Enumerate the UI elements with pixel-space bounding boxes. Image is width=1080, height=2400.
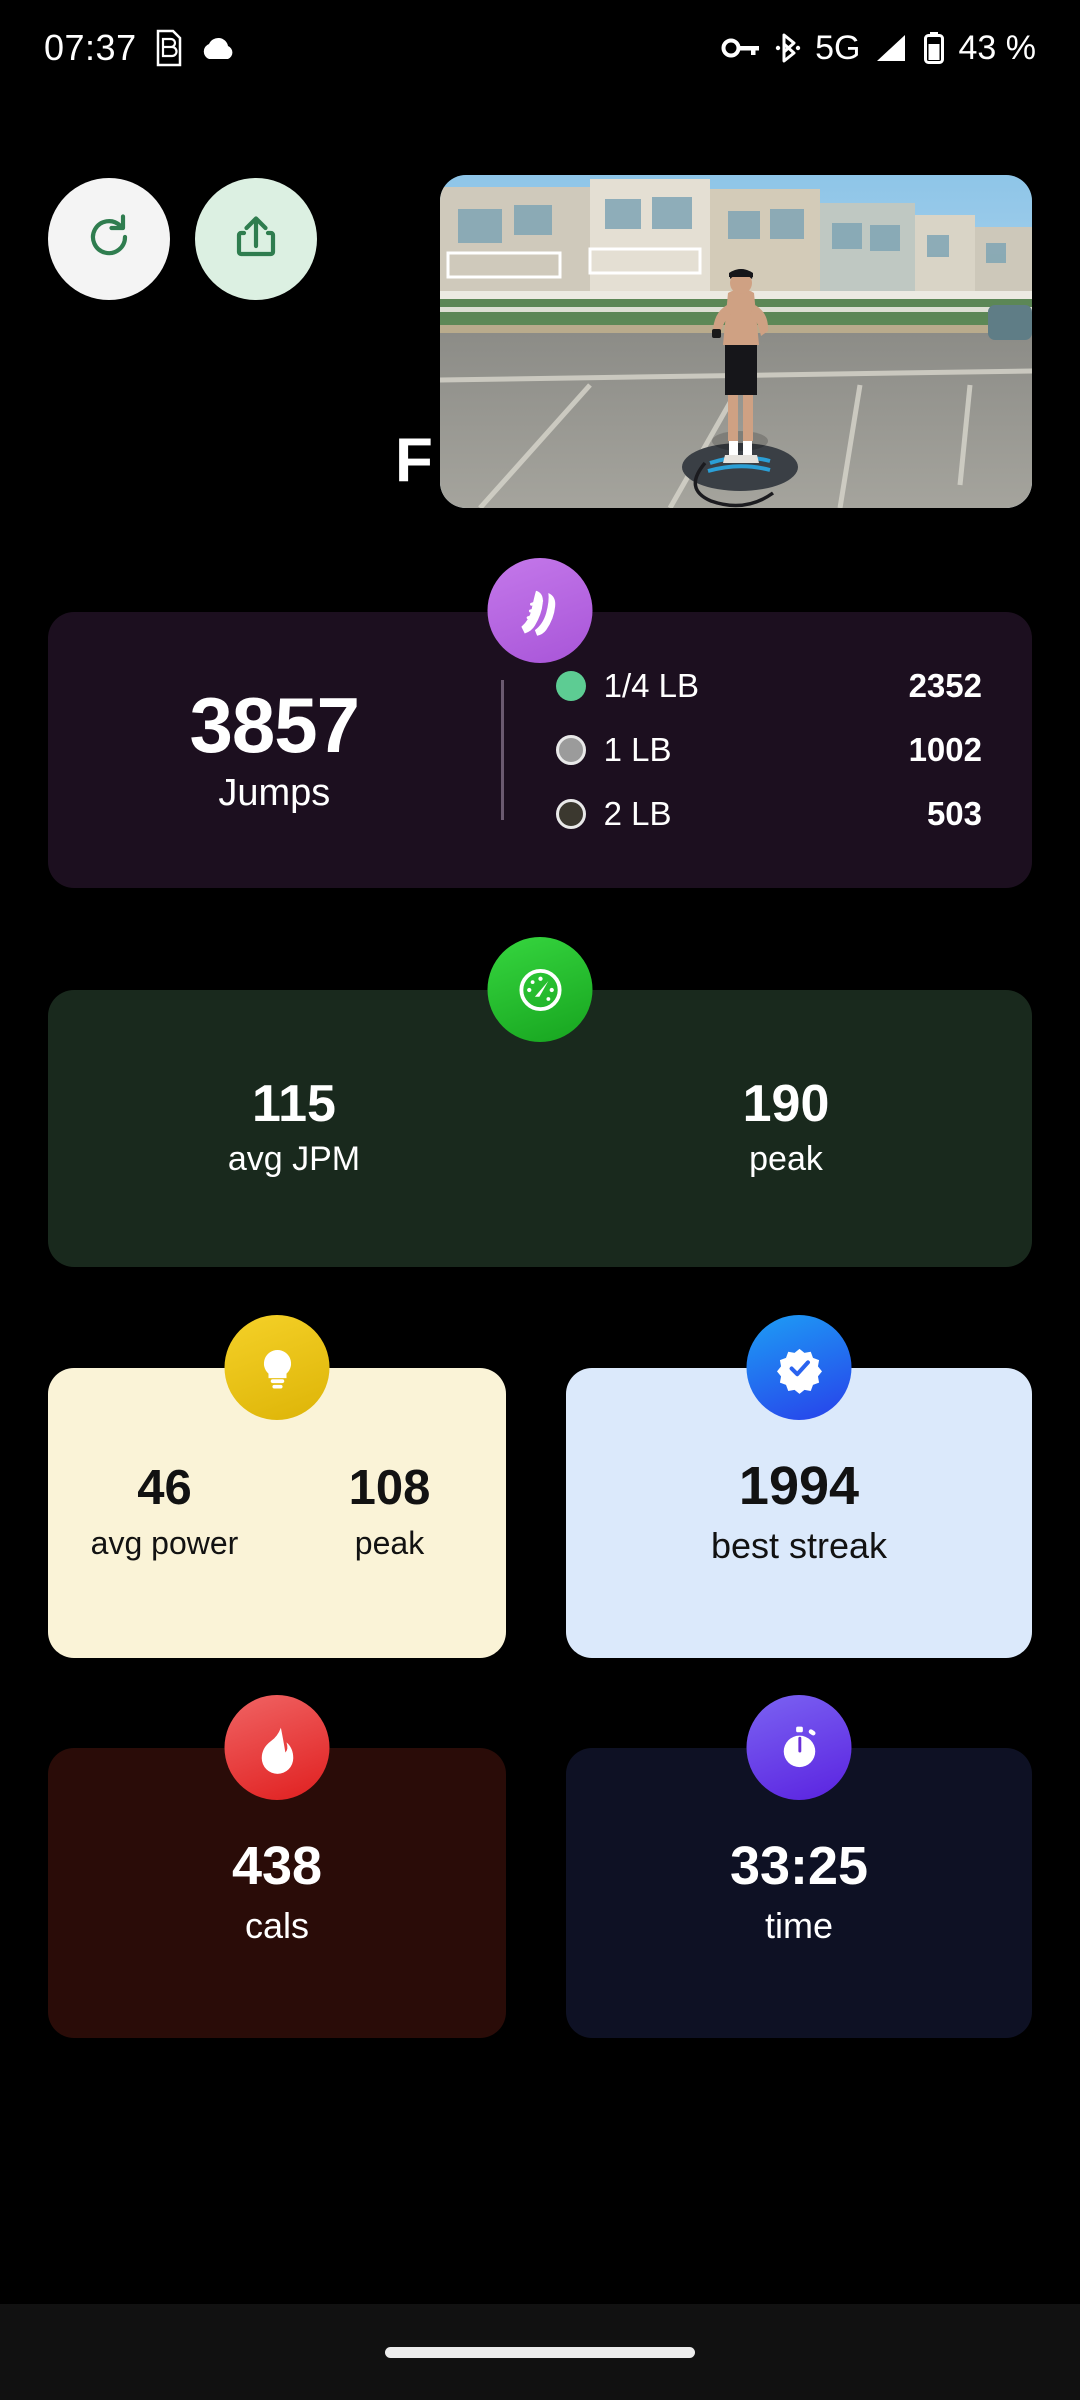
share-button[interactable] [195,178,317,300]
weight-color-dot [555,671,586,701]
home-gesture-pill[interactable] [385,2346,695,2358]
weight-color-dot [555,735,586,765]
gesture-navigation-bar [0,2304,1080,2400]
calories-card-body: 438 cals [48,1748,506,2038]
jpm-summary-card[interactable]: 115 avg JPM 190 peak [48,937,1032,1267]
power-avg-value: 46 [137,1461,192,1515]
top-action-bar [48,178,317,300]
weight-name: 1/4 LB [603,667,700,704]
duration-card-body: 33:25 time [566,1748,1032,2038]
streak-card-body: 1994 best streak [566,1368,1032,1658]
jpm-peak-label: peak [749,1140,823,1178]
streak-label: best streak [710,1525,888,1566]
battery-percent-label: 43 % [958,28,1037,67]
jumps-total-label: Jumps [218,771,331,814]
signal-icon [875,33,909,63]
jpm-peak-block: 190 peak [540,1078,1032,1179]
speedometer-icon [487,937,593,1042]
weight-count: 1002 [908,731,982,768]
breakdown-row: 1/4 LB 2352 [555,667,982,705]
jumps-summary-card[interactable]: 3857 Jumps 1/4 LB 2352 1 LB 1002 2 LB [48,558,1032,888]
weight-count: 503 [926,795,982,832]
sneakers-icon [487,558,593,663]
network-type-label: 5G [815,28,861,67]
weight-color-dot [555,799,586,829]
lightbulb-icon [224,1315,330,1420]
bluetooth-icon [775,31,801,65]
power-peak-value: 108 [348,1461,431,1515]
status-bar-right: 5G 43 % [721,29,1036,68]
jumps-total-value: 3857 [189,680,361,769]
calories-card[interactable]: 438 cals [48,1695,506,2038]
breakdown-row: 1 LB 1002 [555,731,982,769]
jumps-divider [500,680,504,820]
power-peak-block: 108 peak [277,1464,502,1562]
verified-badge-icon [746,1315,852,1420]
breakdown-row: 2 LB 503 [555,795,982,833]
calories-value: 438 [231,1836,323,1896]
app-badge-icon [153,29,183,67]
best-streak-card[interactable]: 1994 best streak [566,1315,1032,1658]
duration-label: time [764,1905,833,1946]
refresh-icon [80,208,138,271]
jpm-peak-value: 190 [742,1075,830,1133]
thumbnail-image [440,175,1032,508]
cloud-icon [199,35,237,61]
duration-card[interactable]: 33:25 time [566,1695,1032,2038]
flame-icon [224,1695,330,1800]
workout-video-thumbnail[interactable] [440,175,1032,508]
hero-title: F [395,426,433,495]
power-summary-card[interactable]: 46 avg power 108 peak [48,1315,506,1658]
duration-value: 33:25 [729,1836,869,1896]
share-icon [227,208,285,271]
weight-count: 2352 [908,667,982,704]
weight-name: 1 LB [603,731,672,768]
status-bar: 07:37 [0,0,1080,96]
refresh-button[interactable] [48,178,170,300]
jpm-avg-value: 115 [252,1075,336,1133]
status-bar-left: 07:37 [44,27,237,69]
jpm-card-body: 115 avg JPM 190 peak [48,990,1032,1267]
jumps-card-body: 3857 Jumps 1/4 LB 2352 1 LB 1002 2 LB [48,612,1032,888]
weight-name: 2 LB [603,795,672,832]
stopwatch-icon [746,1695,852,1800]
jpm-avg-block: 115 avg JPM [48,1078,540,1179]
status-bar-clock: 07:37 [44,27,137,68]
jumps-total-block: 3857 Jumps [48,686,501,815]
power-peak-label: peak [354,1525,425,1561]
power-card-body: 46 avg power 108 peak [48,1368,506,1658]
streak-value: 1994 [738,1456,860,1516]
jpm-avg-label: avg JPM [227,1140,361,1178]
vpn-key-icon [721,35,761,61]
power-avg-block: 46 avg power [52,1464,277,1562]
jumps-weight-breakdown: 1/4 LB 2352 1 LB 1002 2 LB 503 [504,667,1032,833]
calories-label: cals [244,1905,310,1946]
power-avg-label: avg power [90,1525,239,1561]
battery-icon [923,31,945,65]
